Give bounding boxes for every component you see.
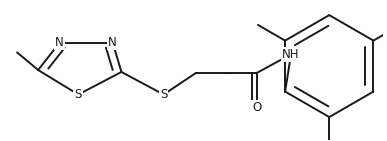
Text: N: N: [108, 36, 117, 49]
Text: N: N: [55, 36, 64, 49]
Text: NH: NH: [282, 48, 300, 61]
Text: O: O: [252, 101, 261, 114]
Text: S: S: [160, 88, 167, 101]
Text: S: S: [75, 88, 82, 101]
